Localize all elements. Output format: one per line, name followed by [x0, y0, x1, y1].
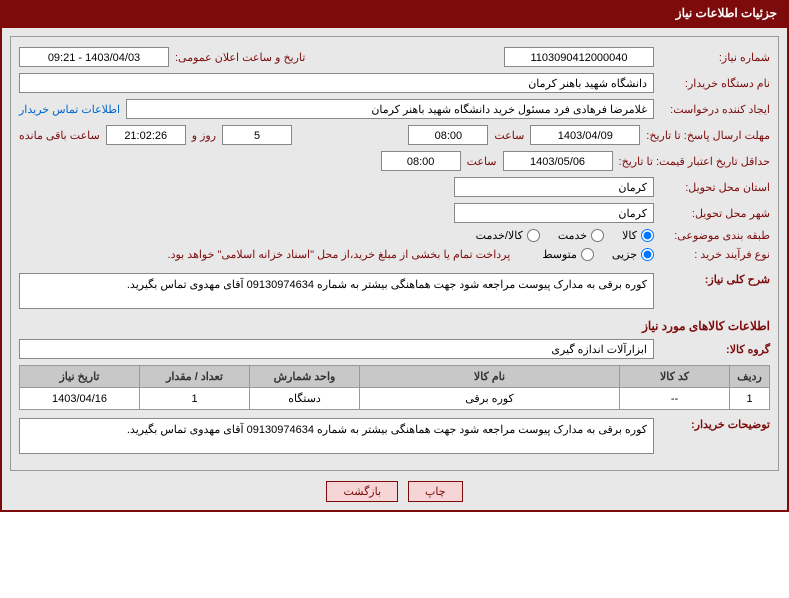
th-qty: تعداد / مقدار [140, 366, 250, 388]
row-description: شرح کلی نیاز: کوره برقی به مدارک پیوست م… [19, 273, 770, 309]
desc-label: شرح کلی نیاز: [660, 273, 770, 286]
desc-text: کوره برقی به مدارک پیوست مراجعه شود جهت … [19, 273, 654, 309]
buyer-notes-label: توضیحات خریدار: [660, 418, 770, 431]
radio-goods-service-input[interactable] [527, 229, 540, 242]
radio-goods-label: کالا [622, 229, 637, 242]
radio-service-label: خدمت [558, 229, 587, 242]
table-body: 1 -- کوره برقی دستگاه 1 1403/04/16 [20, 388, 770, 410]
process-radios: جزیی متوسط [542, 248, 654, 261]
process-label: نوع فرآیند خرید : [660, 248, 770, 261]
time-label-2: ساعت [467, 155, 497, 168]
category-radios: کالا خدمت کالا/خدمت [476, 229, 654, 242]
radio-goods-input[interactable] [641, 229, 654, 242]
main-container: AriaTender.neT شماره نیاز: 1103090412000… [0, 26, 789, 512]
buyer-notes-text: کوره برقی به مدارک پیوست مراجعه شود جهت … [19, 418, 654, 454]
reply-time-field: 08:00 [408, 125, 488, 145]
cell-qty: 1 [140, 388, 250, 410]
radio-small[interactable]: جزیی [612, 248, 654, 261]
row-city: شهر محل تحویل: کرمان [19, 203, 770, 223]
cell-date: 1403/04/16 [20, 388, 140, 410]
days-field: 5 [222, 125, 292, 145]
requester-field: غلامرضا فرهادی فرد مسئول خرید دانشگاه شه… [126, 99, 654, 119]
row-province: استان محل تحویل: کرمان [19, 177, 770, 197]
row-validity: حداقل تاریخ اعتبار قیمت: تا تاریخ: 1403/… [19, 151, 770, 171]
cell-unit: دستگاه [250, 388, 360, 410]
row-category: طبقه بندی موضوعی: کالا خدمت کالا/خدمت [19, 229, 770, 242]
time-label-1: ساعت [494, 129, 524, 142]
reply-date-field: 1403/04/09 [530, 125, 640, 145]
cell-row: 1 [730, 388, 770, 410]
province-label: استان محل تحویل: [660, 181, 770, 194]
radio-goods[interactable]: کالا [622, 229, 654, 242]
requester-label: ایجاد کننده درخواست: [660, 103, 770, 116]
reply-deadline-label: مهلت ارسال پاسخ: تا تاریخ: [646, 129, 770, 142]
page-header: جزئیات اطلاعات نیاز [0, 0, 789, 26]
city-label: شهر محل تحویل: [660, 207, 770, 220]
row-group: گروه کالا: ابزارآلات اندازه گیری [19, 339, 770, 359]
category-label: طبقه بندی موضوعی: [660, 229, 770, 242]
radio-service-input[interactable] [591, 229, 604, 242]
cell-code: -- [620, 388, 730, 410]
radio-small-input[interactable] [641, 248, 654, 261]
province-field: کرمان [454, 177, 654, 197]
validity-time-field: 08:00 [381, 151, 461, 171]
announce-field: 1403/04/03 - 09:21 [19, 47, 169, 67]
buyer-org-field: دانشگاه شهید باهنر کرمان [19, 73, 654, 93]
need-no-label: شماره نیاز: [660, 51, 770, 64]
form-panel: شماره نیاز: 1103090412000040 تاریخ و ساع… [10, 36, 779, 471]
validity-label: حداقل تاریخ اعتبار قیمت: تا تاریخ: [619, 155, 770, 168]
th-code: کد کالا [620, 366, 730, 388]
button-row: چاپ بازگشت [10, 481, 779, 502]
row-buyer-org: نام دستگاه خریدار: دانشگاه شهید باهنر کر… [19, 73, 770, 93]
validity-date-field: 1403/05/06 [503, 151, 613, 171]
radio-goods-service[interactable]: کالا/خدمت [476, 229, 540, 242]
city-field: کرمان [454, 203, 654, 223]
contact-link[interactable]: اطلاعات تماس خریدار [19, 103, 120, 116]
remaining-label: ساعت باقی مانده [19, 129, 100, 142]
row-need-no: شماره نیاز: 1103090412000040 تاریخ و ساع… [19, 47, 770, 67]
back-button[interactable]: بازگشت [326, 481, 398, 502]
group-label: گروه کالا: [660, 343, 770, 356]
countdown-field: 21:02:26 [106, 125, 186, 145]
need-no-field: 1103090412000040 [504, 47, 654, 67]
th-name: نام کالا [360, 366, 620, 388]
print-button[interactable]: چاپ [408, 481, 463, 502]
buyer-org-label: نام دستگاه خریدار: [660, 77, 770, 90]
row-process: نوع فرآیند خرید : جزیی متوسط پرداخت تمام… [19, 248, 770, 261]
group-field: ابزارآلات اندازه گیری [19, 339, 654, 359]
th-date: تاریخ نیاز [20, 366, 140, 388]
table-header-row: ردیف کد کالا نام کالا واحد شمارش تعداد /… [20, 366, 770, 388]
row-reply-deadline: مهلت ارسال پاسخ: تا تاریخ: 1403/04/09 سا… [19, 125, 770, 145]
page-title: جزئیات اطلاعات نیاز [676, 6, 777, 20]
row-requester: ایجاد کننده درخواست: غلامرضا فرهادی فرد … [19, 99, 770, 119]
table-row: 1 -- کوره برقی دستگاه 1 1403/04/16 [20, 388, 770, 410]
radio-medium[interactable]: متوسط [542, 248, 594, 261]
announce-label: تاریخ و ساعت اعلان عمومی: [175, 51, 305, 64]
radio-goods-service-label: کالا/خدمت [476, 229, 523, 242]
th-row: ردیف [730, 366, 770, 388]
radio-medium-input[interactable] [581, 248, 594, 261]
payment-note: پرداخت تمام یا بخشی از مبلغ خرید،از محل … [168, 248, 511, 261]
radio-medium-label: متوسط [542, 248, 577, 261]
days-and-label: روز و [192, 129, 216, 142]
goods-section-title: اطلاعات کالاهای مورد نیاز [19, 319, 770, 333]
row-buyer-notes: توضیحات خریدار: کوره برقی به مدارک پیوست… [19, 418, 770, 454]
cell-name: کوره برقی [360, 388, 620, 410]
goods-table: ردیف کد کالا نام کالا واحد شمارش تعداد /… [19, 365, 770, 410]
th-unit: واحد شمارش [250, 366, 360, 388]
radio-service[interactable]: خدمت [558, 229, 604, 242]
radio-small-label: جزیی [612, 248, 637, 261]
